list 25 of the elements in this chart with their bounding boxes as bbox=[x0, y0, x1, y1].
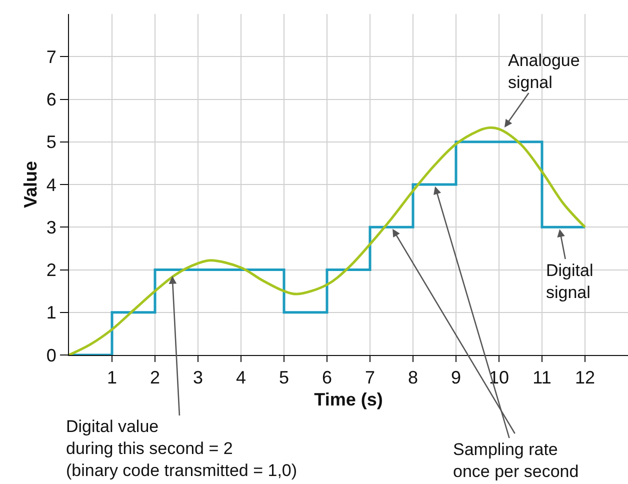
y-axis-title: Value bbox=[20, 160, 41, 208]
annotation: Digital value during this second = 2 (binary code transmitted = 1,0) bbox=[66, 417, 298, 480]
y-tick-label: 4 bbox=[46, 174, 56, 195]
x-tick-label: 7 bbox=[364, 368, 376, 388]
x-tick-label: 6 bbox=[322, 368, 332, 388]
x-tick-label: 5 bbox=[278, 368, 290, 388]
annotation: Analogue signal bbox=[508, 51, 580, 92]
x-tick-label: 1 bbox=[106, 368, 118, 388]
y-tick-label: 7 bbox=[46, 46, 56, 67]
annotation: Sampling rate once per second bbox=[453, 440, 579, 482]
y-tick-label: 5 bbox=[46, 132, 56, 152]
x-tick-label: 11 bbox=[532, 368, 552, 388]
y-tick-label: 1 bbox=[46, 302, 56, 323]
x-tick-label: 4 bbox=[236, 368, 246, 388]
x-tick-label: 12 bbox=[574, 368, 596, 388]
y-tick-label: 6 bbox=[46, 90, 56, 110]
x-tick-label: 3 bbox=[192, 368, 204, 388]
annotation: Digital signal bbox=[546, 261, 594, 302]
x-tick-label: 2 bbox=[150, 368, 160, 388]
y-tick-label: 3 bbox=[46, 217, 56, 238]
y-tick-label: 2 bbox=[46, 260, 56, 280]
x-axis-title: Time (s) bbox=[314, 390, 383, 410]
x-tick-label: 8 bbox=[408, 368, 418, 388]
x-tick-label: 9 bbox=[450, 368, 462, 388]
y-tick-label: 0 bbox=[46, 345, 56, 366]
